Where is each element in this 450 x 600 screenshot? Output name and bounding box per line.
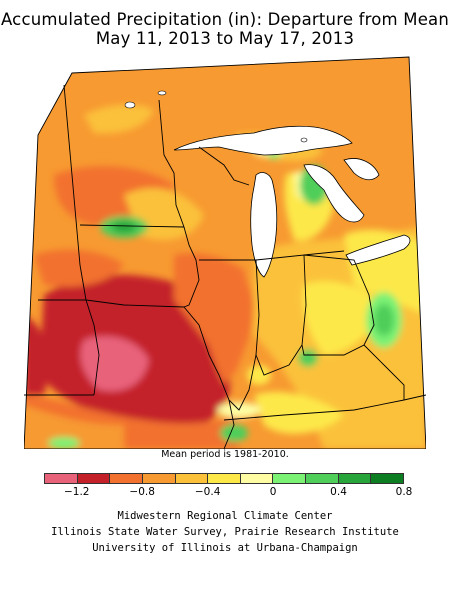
map-title: Accumulated Precipitation (in): Departur… (0, 10, 450, 29)
legend-swatch (338, 474, 372, 483)
legend-swatch (45, 474, 78, 483)
precipitation-map (24, 55, 426, 449)
legend-swatch (175, 474, 209, 483)
legend-tick-label: −1.2 (63, 486, 90, 498)
legend-tick-label: −0.8 (129, 486, 155, 498)
legend-ticks: −1.2 −0.8 −0.4 0 0.4 0.8 (44, 486, 412, 500)
legend-swatch (208, 474, 241, 483)
legend-tick-label: 0.8 (395, 486, 413, 498)
legend-swatch (306, 474, 339, 483)
date-range: May 11, 2013 to May 17, 2013 (95, 29, 355, 48)
legend-swatch (371, 474, 404, 483)
credit-uiuc: University of Illinois at Urbana-Champai… (92, 542, 358, 554)
legend-swatch (77, 474, 111, 483)
lake-islands (124, 90, 308, 143)
legend-tick-label: 0 (269, 486, 277, 498)
legend-swatch (142, 474, 176, 483)
legend-swatch (240, 474, 274, 483)
legend-swatch (273, 474, 307, 483)
legend-colorbar (44, 473, 404, 484)
great-lakes (173, 125, 411, 278)
credit-isws: Illinois State Water Survey, Prairie Res… (51, 526, 399, 538)
legend-tick-label: −0.4 (194, 486, 221, 498)
credit-mrcc: Midwestern Regional Climate Center (117, 510, 333, 522)
state-boundaries (24, 56, 426, 449)
legend-tick-label: 0.4 (330, 486, 347, 498)
mean-period-note: Mean period is 1981-2010. (161, 449, 289, 460)
legend-swatch (110, 474, 143, 483)
